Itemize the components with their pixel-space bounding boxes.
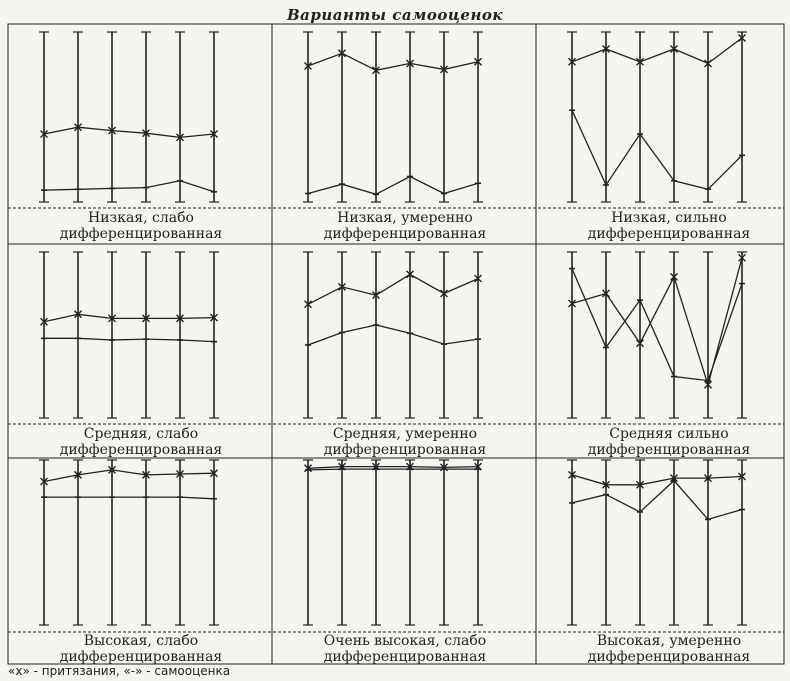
aspiration-point: [304, 62, 312, 70]
aspiration-point: [372, 291, 380, 300]
aspiration-point: [474, 57, 482, 66]
aspiration-point: [636, 57, 644, 66]
aspiration-point: [338, 49, 346, 58]
aspiration-point: [602, 480, 610, 489]
cell-caption: Низкая, сильно дифференцированная: [587, 210, 751, 242]
cell-caption: Низкая, слабо дифференцированная: [59, 210, 223, 242]
aspiration-point: [670, 45, 678, 53]
aspiration-point: [108, 314, 116, 323]
aspiration-line: [307, 52, 479, 71]
cell-caption: Очень высокая, слабо дифференцированная: [323, 633, 487, 665]
self-assessment-line: [307, 324, 479, 346]
self-assessment-line: [44, 337, 215, 343]
aspiration-point: [74, 123, 82, 132]
cell-caption: Высокая, умеренно дифференцированная: [587, 633, 751, 665]
self-assessment-line: [571, 109, 743, 191]
aspiration-point: [176, 133, 184, 142]
self-assessment-line: [571, 268, 743, 382]
aspiration-point: [108, 126, 116, 135]
aspiration-point: [210, 313, 218, 322]
aspiration-point: [636, 480, 644, 489]
aspiration-line: [43, 313, 215, 323]
aspiration-point: [210, 130, 218, 138]
aspiration-point: [40, 317, 48, 326]
cell-caption: Средняя, умеренно дифференцированная: [323, 426, 487, 458]
aspiration-point: [40, 130, 48, 138]
cell-caption: Средняя сильно дифференцированная: [587, 426, 751, 458]
aspiration-point: [142, 129, 150, 138]
aspiration-line: [307, 273, 479, 305]
aspiration-line: [307, 465, 479, 469]
aspiration-point: [372, 66, 380, 75]
aspiration-point: [142, 470, 150, 479]
aspiration-line: [571, 37, 743, 65]
aspiration-point: [210, 469, 218, 478]
aspiration-line: [43, 469, 215, 483]
aspiration-point: [474, 274, 482, 283]
aspiration-line: [571, 474, 743, 486]
outer-frame: [7, 23, 785, 665]
aspiration-point: [440, 289, 448, 298]
aspiration-point: [602, 45, 610, 53]
aspiration-point: [176, 470, 184, 479]
self-assessment-line: [43, 180, 215, 193]
cell-caption: Средняя, слабо дифференцированная: [59, 426, 223, 458]
aspiration-point: [738, 253, 746, 262]
aspiration-point: [338, 282, 346, 291]
aspiration-point: [568, 299, 576, 308]
chart-set-title: Варианты самооценок: [286, 6, 504, 24]
aspiration-point: [406, 270, 414, 279]
self-assessment-line: [571, 479, 743, 521]
cell-caption: Низкая, умеренно дифференцированная: [323, 210, 487, 242]
aspiration-point: [602, 289, 610, 298]
aspiration-point: [142, 314, 150, 323]
legend-text: «х» - притязания, «-» - самооценка: [8, 664, 231, 678]
aspiration-point: [74, 470, 82, 479]
self-assessment-line: [44, 496, 215, 500]
aspiration-point: [704, 474, 712, 483]
aspiration-point: [738, 33, 746, 42]
aspiration-point: [176, 314, 184, 323]
aspiration-point: [108, 465, 116, 474]
aspiration-point: [704, 380, 712, 389]
self-assessment-line: [307, 175, 479, 195]
aspiration-point: [636, 339, 644, 348]
aspiration-point: [406, 59, 414, 68]
aspiration-line: [43, 126, 215, 139]
self-assessment-line: [307, 468, 478, 471]
aspiration-line: [571, 257, 743, 388]
aspiration-point: [74, 310, 82, 319]
aspiration-point: [738, 472, 746, 481]
aspiration-point: [670, 272, 678, 281]
aspiration-point: [40, 477, 48, 486]
aspiration-point: [568, 470, 576, 479]
aspiration-point: [568, 57, 576, 66]
cell-caption: Высокая, слабо дифференцированная: [59, 633, 223, 665]
aspiration-point: [304, 300, 312, 309]
aspiration-point: [704, 59, 712, 68]
aspiration-point: [440, 65, 448, 74]
